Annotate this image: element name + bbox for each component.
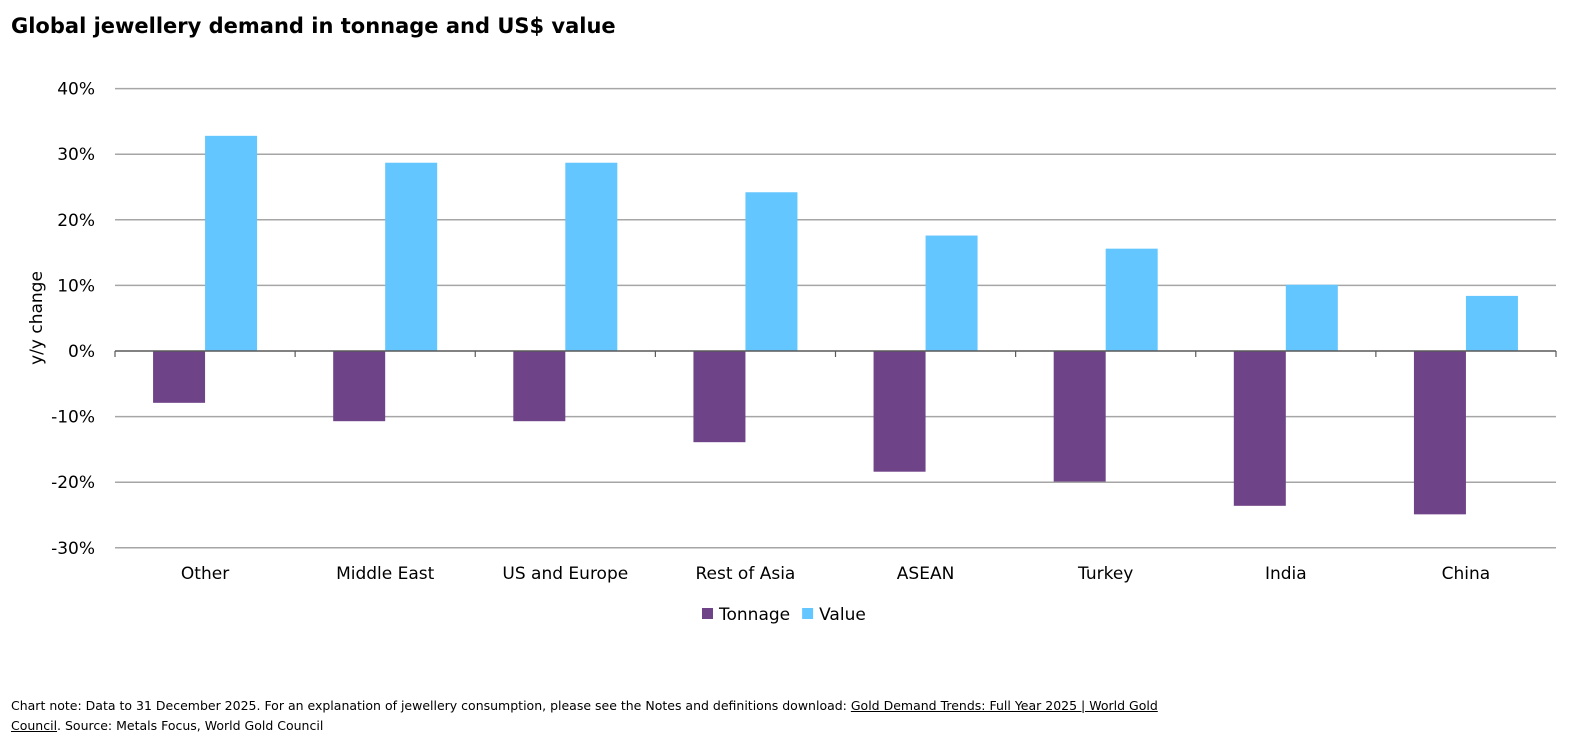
x-tick-label: US and Europe	[502, 564, 628, 584]
x-tick-label: China	[1442, 564, 1491, 584]
bar-tonnage	[333, 351, 386, 422]
bar-tonnage	[693, 351, 746, 443]
x-tick-label: Middle East	[336, 564, 435, 584]
legend-label: Tonnage	[718, 605, 790, 625]
bar-value	[1465, 295, 1518, 351]
bar-value	[745, 192, 798, 351]
x-tick-label: Other	[181, 564, 229, 584]
x-tick-label: ASEAN	[897, 564, 955, 584]
y-tick-label: 10%	[57, 276, 95, 296]
legend-swatch-value	[802, 608, 814, 619]
bar-value	[385, 162, 438, 351]
legend-swatch-tonnage	[702, 608, 713, 619]
bar-chart: 40% 30% 20% 10% 0% -10% -20% -30% y/y change Othe…	[27, 80, 1557, 625]
y-axis-label: y/y change	[27, 271, 47, 365]
bar-value	[565, 162, 618, 351]
y-tick-label: 0%	[68, 342, 95, 362]
y-tick-label: -30%	[51, 539, 95, 559]
y-tick-label: -20%	[51, 473, 95, 493]
bar-tonnage	[873, 351, 926, 472]
bar-value	[205, 135, 258, 351]
x-tick-label: Rest of Asia	[696, 564, 796, 584]
chart-title: Global jewellery demand in tonnage and U…	[11, 14, 616, 38]
x-tick-label: India	[1265, 564, 1307, 584]
bar-value	[1285, 284, 1338, 351]
bar-value	[1105, 248, 1158, 351]
chart-note: Chart note: Data to 31 December 2025. Fo…	[11, 696, 1171, 736]
legend-label: Value	[819, 605, 866, 625]
note-prefix: Chart note: Data to 31 December 2025. Fo…	[11, 698, 851, 713]
y-tick-label: 20%	[57, 211, 95, 231]
y-tick-label: -10%	[51, 408, 95, 428]
bar-value	[925, 235, 978, 351]
source-link[interactable]: Gold Demand Trends: Full Year 2025 | Wor…	[11, 698, 1158, 733]
y-tick-label: 30%	[57, 145, 95, 165]
y-tick-label: 40%	[57, 80, 95, 100]
bar-tonnage	[153, 351, 206, 403]
bar-tonnage	[1233, 351, 1286, 506]
bar-tonnage	[513, 351, 566, 422]
note-suffix: . Source: Metals Focus, World Gold Counc…	[57, 718, 324, 733]
bar-tonnage	[1053, 351, 1106, 482]
x-tick-label: Turkey	[1077, 564, 1133, 584]
bar-tonnage	[1413, 351, 1466, 515]
